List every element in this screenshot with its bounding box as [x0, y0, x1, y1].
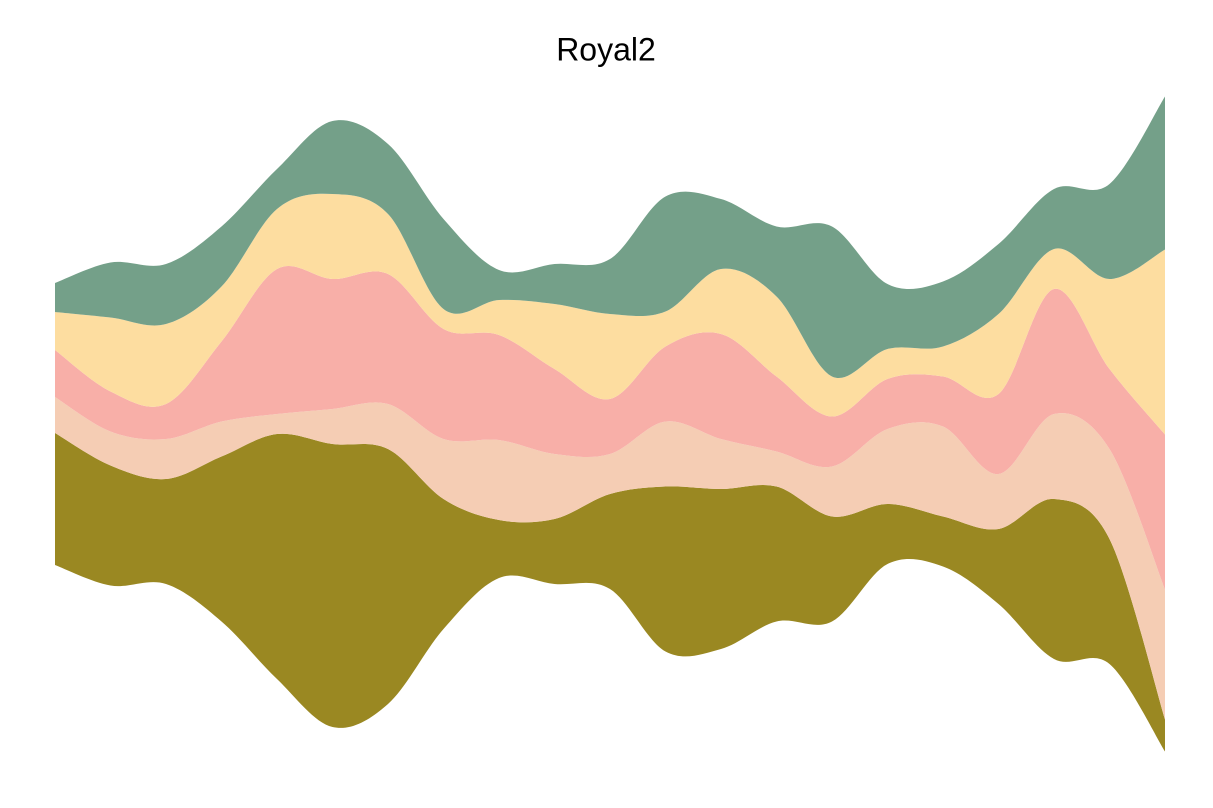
stream-layer — [55, 397, 1165, 720]
chart-title: Royal2 — [556, 31, 656, 67]
stream-layer — [55, 193, 1165, 435]
stream-layer — [55, 433, 1165, 752]
stream-layer — [55, 265, 1165, 590]
stream-layer — [55, 96, 1165, 379]
